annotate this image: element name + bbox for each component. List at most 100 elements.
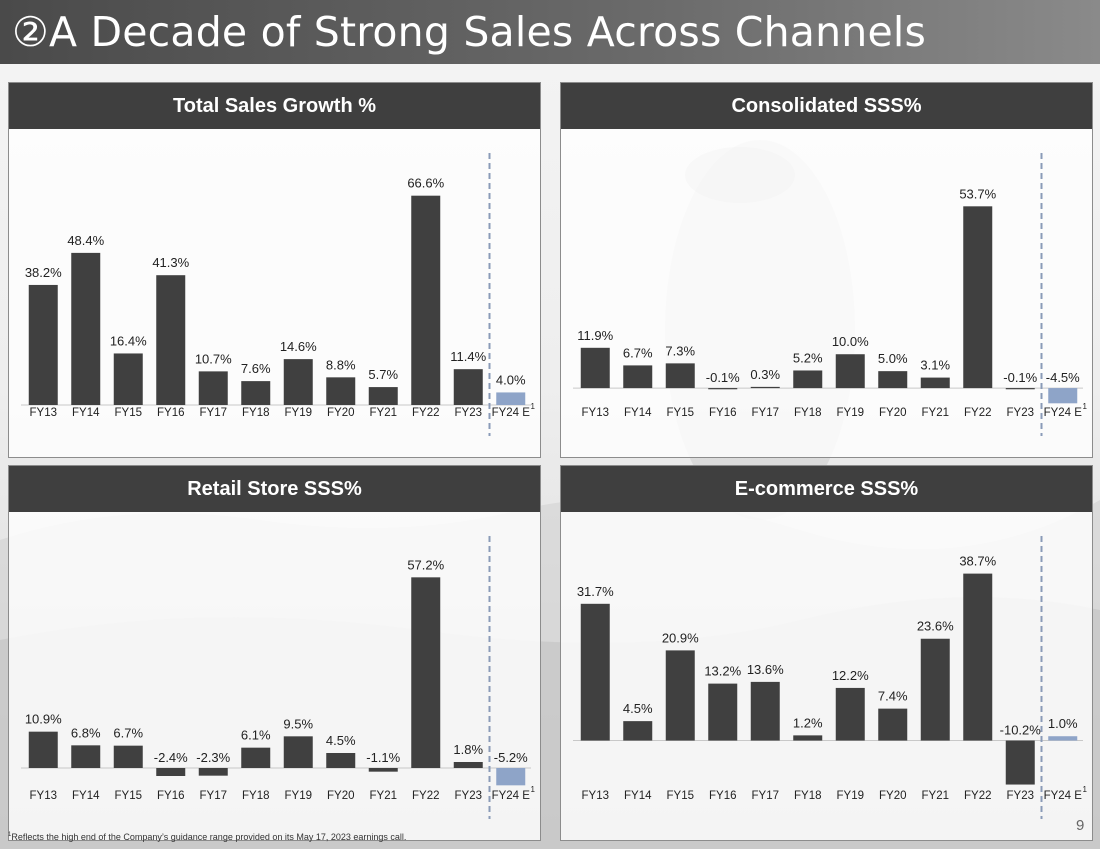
data-label: 11.4% (450, 349, 486, 364)
tick-label: FY15 (667, 407, 695, 419)
data-label: -0.1% (706, 370, 740, 385)
data-label: 9.5% (283, 716, 313, 731)
chart-retail-store-sss: 10.9% FY13 6.8% FY14 6.7% FY15 -2.4% FY16 -2.3% F… (9, 512, 540, 840)
bar-fy21 (921, 378, 950, 388)
tick-label: FY19 (285, 790, 313, 802)
chart-consolidated-sss: 11.9% FY13 6.7% FY14 7.3% FY15 -0.1% FY16 0.3% FY… (561, 129, 1092, 457)
tick-label: FY14 (72, 790, 100, 802)
data-label: 3.1% (920, 358, 950, 373)
bar-fy14 (623, 721, 652, 740)
data-label: 4.5% (326, 733, 356, 748)
bar-fy20 (326, 377, 355, 405)
footnote-marker: 1 (531, 402, 536, 411)
tick-label: FY21 (370, 407, 398, 419)
tick-label: FY21 (922, 407, 950, 419)
bar-fy24-e (1048, 388, 1077, 403)
tick-label: FY15 (115, 407, 143, 419)
tick-label: FY24 E (1044, 407, 1083, 419)
footnote-text: Reflects the high end of the Company’s g… (11, 832, 406, 842)
data-label: 6.1% (241, 728, 271, 743)
tick-label: FY14 (72, 407, 100, 419)
panel-title: E-commerce SSS% (561, 466, 1092, 512)
data-label: 38.2% (25, 265, 62, 280)
data-label: 10.7% (195, 351, 232, 366)
data-label: 5.0% (878, 351, 908, 366)
bar-fy13 (581, 604, 610, 741)
tick-label: FY24 E (492, 407, 531, 419)
tick-label: FY23 (1007, 790, 1035, 802)
footnote-marker: 1 (531, 785, 536, 794)
data-label: -5.2% (494, 750, 528, 765)
data-label: -10.2% (1000, 723, 1042, 738)
tick-label: FY13 (30, 407, 58, 419)
bar-fy17 (199, 768, 228, 776)
bar-fy24-e (496, 768, 525, 785)
bar-fy16 (708, 684, 737, 741)
bar-fy20 (878, 371, 907, 388)
panel-ecommerce-sss: E-commerce SSS% 31.7% FY13 4.5% FY14 20.9% FY… (560, 465, 1093, 841)
bar-fy18 (793, 370, 822, 388)
bar-fy20 (326, 753, 355, 768)
tick-label: FY20 (879, 407, 907, 419)
tick-label: FY14 (624, 407, 652, 419)
bar-fy21 (369, 768, 398, 772)
tick-label: FY24 E (1044, 790, 1083, 802)
data-label: 14.6% (280, 339, 317, 354)
bar-fy22 (411, 196, 440, 405)
tick-label: FY16 (709, 407, 737, 419)
tick-label: FY23 (1007, 407, 1035, 419)
tick-label: FY20 (879, 790, 907, 802)
bar-fy22 (411, 577, 440, 768)
tick-label: FY15 (115, 790, 143, 802)
data-label: 31.7% (577, 584, 614, 599)
tick-label: FY18 (794, 407, 822, 419)
tick-label: FY22 (412, 407, 440, 419)
bar-fy18 (241, 381, 270, 405)
tick-label: FY16 (157, 790, 185, 802)
data-label: 7.3% (665, 343, 695, 358)
bar-fy16 (708, 388, 737, 389)
data-label: 1.2% (793, 715, 823, 730)
data-label: 1.0% (1048, 716, 1078, 731)
bar-fy20 (878, 709, 907, 741)
slide-title-text: A Decade of Strong Sales Across Channels (49, 8, 926, 56)
bar-fy23 (1006, 741, 1035, 785)
bar-fy19 (836, 688, 865, 741)
tick-label: FY22 (964, 407, 992, 419)
tick-label: FY19 (837, 790, 865, 802)
bar-fy15 (666, 363, 695, 388)
bar-fy21 (921, 639, 950, 741)
data-label: -2.4% (154, 750, 188, 765)
data-label: -0.1% (1003, 370, 1037, 385)
data-label: -1.1% (366, 750, 400, 765)
data-label: 5.2% (793, 350, 823, 365)
bar-fy19 (284, 359, 313, 405)
tick-label: FY24 E (492, 790, 531, 802)
tick-label: FY19 (837, 407, 865, 419)
panel-title: Consolidated SSS% (561, 83, 1092, 129)
data-label: 38.7% (959, 554, 996, 569)
data-label: 53.7% (959, 186, 996, 201)
tick-label: FY18 (242, 407, 270, 419)
data-label: 20.9% (662, 630, 699, 645)
tick-label: FY18 (242, 790, 270, 802)
tick-label: FY17 (200, 407, 228, 419)
data-label: 23.6% (917, 619, 954, 634)
bar-fy22 (963, 206, 992, 388)
tick-label: FY21 (922, 790, 950, 802)
panel-retail-store-sss: Retail Store SSS% 10.9% FY13 6.8% FY14 6.7% F… (8, 465, 541, 841)
data-label: 7.4% (878, 689, 908, 704)
tick-label: FY22 (412, 790, 440, 802)
tick-label: FY19 (285, 407, 313, 419)
bar-fy16 (156, 768, 185, 776)
tick-label: FY22 (964, 790, 992, 802)
bar-fy16 (156, 275, 185, 405)
tick-label: FY17 (752, 790, 780, 802)
tick-label: FY15 (667, 790, 695, 802)
bar-fy22 (963, 574, 992, 741)
data-label: 11.9% (577, 328, 613, 343)
tick-label: FY20 (327, 407, 355, 419)
tick-label: FY17 (752, 407, 780, 419)
chart-ecommerce-sss: 31.7% FY13 4.5% FY14 20.9% FY15 13.2% FY16 13.6%… (561, 512, 1092, 840)
slide-title: ②A Decade of Strong Sales Across Channel… (12, 8, 926, 56)
